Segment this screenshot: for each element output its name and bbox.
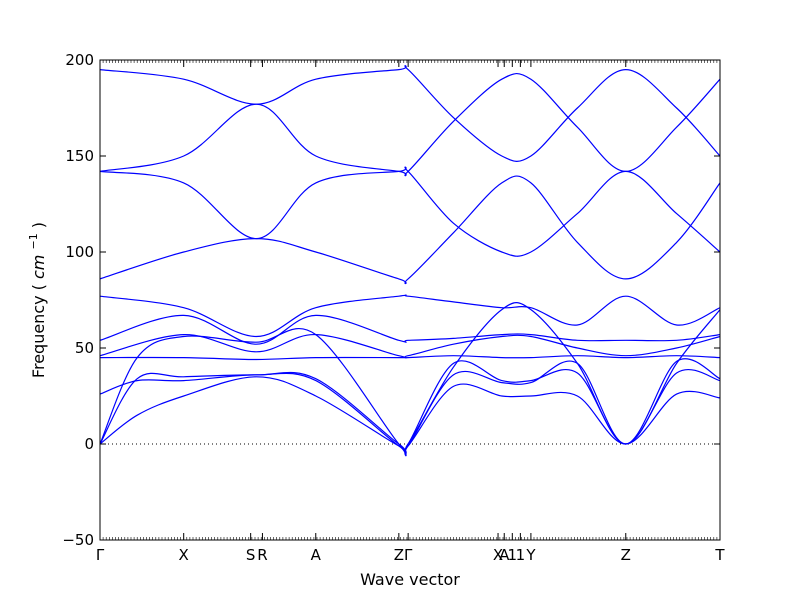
band-line-4 (99, 175, 721, 285)
labels-layer: Wave vector Frequency ( cm −1 ) (22, 222, 460, 589)
y-tick-label: 50 (75, 339, 94, 357)
y-tick-label: 150 (65, 147, 94, 165)
x-tick-label: S (246, 546, 256, 564)
y-tick-label: −50 (62, 531, 94, 549)
band-line-8 (99, 355, 721, 361)
y-tick-label: 0 (84, 435, 94, 453)
series-layer (99, 65, 721, 457)
x-tick-label: Γ (96, 546, 105, 564)
y-axis-label-exponent: −1 (27, 233, 40, 249)
x-tick-label: 1 (508, 546, 518, 564)
band-line-5 (99, 294, 721, 338)
y-axis-label-text: Frequency (29, 295, 48, 378)
x-tick-label: Γ (404, 546, 413, 564)
x-tick-label: X (493, 546, 503, 564)
y-axis-label-close: ) (29, 222, 48, 228)
x-tick-label: A (499, 546, 510, 564)
x-tick-label: A (311, 546, 322, 564)
x-tick-label: X (179, 546, 189, 564)
y-tick-label: 100 (65, 243, 94, 261)
x-tick-label: T (714, 546, 725, 564)
y-axis-label-open: ( (29, 284, 48, 290)
x-tick-label: Z (394, 546, 404, 564)
y-tick-label: 200 (65, 51, 94, 69)
y-axis-label: Frequency ( cm −1 ) (22, 222, 48, 378)
x-tick-label: Z (621, 546, 631, 564)
svg-text:Frequency ( c: Frequency ( cm −1 ) (22, 222, 48, 378)
x-tick-label: 1 (516, 546, 526, 564)
y-axis-label-unit: cm (29, 255, 48, 279)
band-line-12 (99, 376, 721, 454)
x-axis-label: Wave vector (360, 570, 460, 589)
x-tick-label: R (257, 546, 267, 564)
x-tick-label: Y (525, 546, 536, 564)
band-line-3 (99, 166, 721, 257)
band-line-7 (99, 333, 721, 359)
